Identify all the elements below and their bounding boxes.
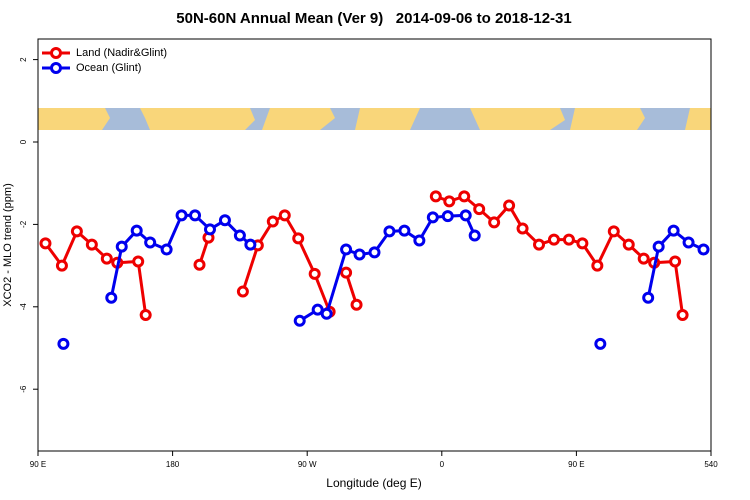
x-tick-label: 90 W	[298, 460, 317, 469]
data-point	[669, 255, 682, 268]
data-point	[594, 337, 607, 350]
data-point	[311, 303, 324, 316]
data-point	[441, 210, 454, 223]
data-point	[70, 225, 83, 238]
legend-marker	[50, 47, 62, 59]
legend-marker	[50, 62, 62, 74]
data-point	[308, 267, 321, 280]
data-point	[426, 211, 439, 224]
map-strip	[38, 108, 711, 130]
x-tick-label: 90 E	[568, 460, 584, 469]
data-point	[233, 229, 246, 242]
data-point	[488, 216, 501, 229]
y-tick-label: -6	[19, 385, 28, 393]
data-point	[667, 224, 680, 237]
data-point	[473, 203, 486, 216]
legend-label: Ocean (Glint)	[76, 62, 141, 74]
data-point	[547, 233, 560, 246]
data-point	[458, 190, 471, 203]
series	[57, 209, 710, 350]
legend-label: Land (Nadir&Glint)	[76, 47, 167, 59]
data-point	[676, 309, 689, 322]
data-point	[443, 195, 456, 208]
data-point	[642, 291, 655, 304]
data-point	[533, 238, 546, 251]
data-point	[682, 236, 695, 249]
x-tick-label: 180	[166, 460, 180, 469]
data-point	[115, 240, 128, 253]
data-point	[398, 224, 411, 237]
data-point	[160, 243, 173, 256]
data-point	[278, 209, 291, 222]
y-tick-label: 0	[19, 139, 28, 144]
data-point	[637, 252, 650, 265]
chart-title: 50N-60N Annual Mean (Ver 9) 2014-09-06 t…	[176, 10, 571, 27]
x-tick-label: 90 E	[30, 460, 46, 469]
data-point	[139, 309, 152, 322]
data-point	[340, 266, 353, 279]
data-point	[55, 259, 68, 272]
y-tick-label: 2	[19, 57, 28, 62]
data-point	[266, 215, 279, 228]
data-point	[218, 214, 231, 227]
data-point	[203, 223, 216, 236]
data-point	[697, 243, 710, 256]
data-point	[292, 232, 305, 245]
data-point	[132, 255, 145, 268]
data-point	[175, 209, 188, 222]
data-point	[652, 240, 665, 253]
data-point	[516, 222, 529, 235]
data-point	[591, 259, 604, 272]
data-point	[368, 246, 381, 259]
data-point	[57, 337, 70, 350]
data-point	[576, 237, 589, 250]
data-point	[100, 252, 113, 265]
data-point	[130, 224, 143, 237]
data-point	[383, 225, 396, 238]
data-point	[85, 238, 98, 251]
data-point	[293, 314, 306, 327]
y-tick-label: -2	[19, 220, 28, 228]
data-point	[144, 236, 157, 249]
data-point	[429, 190, 442, 203]
data-point	[468, 229, 481, 242]
data-point	[39, 237, 52, 250]
plot-frame	[37, 38, 712, 452]
x-tick-label: 0	[440, 460, 445, 469]
data-point	[562, 233, 575, 246]
series	[39, 190, 689, 322]
data-point	[320, 307, 333, 320]
data-point	[193, 258, 206, 271]
y-axis-label: XCO2 - MLO trend (ppm)	[2, 183, 14, 306]
data-point	[244, 238, 257, 251]
data-point	[189, 209, 202, 222]
y-tick-label: -4	[19, 303, 28, 311]
series-line	[241, 213, 332, 313]
data-point	[350, 298, 363, 311]
data-point	[622, 238, 635, 251]
data-point	[413, 234, 426, 247]
x-tick-label: 540	[704, 460, 718, 469]
data-point	[105, 291, 118, 304]
data-point	[236, 285, 249, 298]
data-point	[503, 199, 516, 212]
data-point	[459, 209, 472, 222]
data-point	[340, 243, 353, 256]
data-point	[607, 225, 620, 238]
x-axis-label: Longitude (deg E)	[326, 476, 421, 490]
data-point	[353, 248, 366, 261]
